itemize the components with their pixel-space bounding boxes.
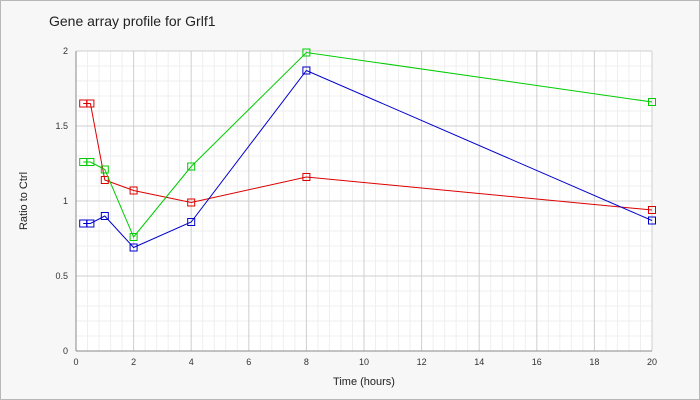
data-point-marker — [648, 206, 656, 214]
x-tick-label: 6 — [246, 357, 251, 367]
data-point-marker — [86, 158, 95, 166]
y-tick-label: 1 — [63, 196, 68, 206]
x-tick-label: 20 — [647, 357, 657, 367]
x-tick-label: 8 — [304, 357, 309, 367]
x-axis-label: Time (hours) — [333, 376, 395, 388]
series-line-1 — [83, 103, 653, 211]
x-tick-label: 14 — [474, 357, 484, 367]
x-tick-label: 0 — [73, 357, 78, 367]
data-point-marker — [100, 212, 109, 220]
data-point-marker — [187, 162, 196, 171]
y-tick-label: 1.5 — [55, 121, 68, 131]
x-tick-label: 10 — [359, 357, 369, 367]
y-tick-label: 0.5 — [55, 271, 68, 281]
data-point-marker — [302, 48, 311, 57]
data-point-marker — [648, 216, 656, 225]
y-tick-labels: 0 0.5 1 1.5 2 — [55, 46, 68, 356]
x-tick-label: 12 — [417, 357, 427, 367]
y-axis-label: Ratio to Ctrl — [18, 172, 30, 230]
data-point-marker — [302, 173, 311, 181]
data-point-marker — [129, 243, 138, 252]
data-point-marker — [187, 198, 196, 207]
x-tick-label: 2 — [131, 357, 136, 367]
data-point-marker — [129, 233, 138, 241]
data-point-marker — [100, 176, 109, 184]
data-point-marker — [187, 218, 196, 226]
data-point-marker — [129, 186, 138, 195]
x-tick-label: 18 — [589, 357, 599, 367]
series-line-2 — [83, 51, 653, 238]
chart-title: Gene array profile for Grlf1 — [49, 13, 216, 29]
data-point-marker — [648, 98, 656, 106]
x-tick-label: 4 — [189, 357, 194, 367]
x-tick-labels: 0 2 4 6 8 10 12 14 16 18 20 — [73, 357, 657, 367]
y-tick-label: 2 — [63, 46, 68, 56]
data-point-marker — [100, 165, 109, 174]
series-layer — [79, 48, 656, 252]
x-tick-label: 16 — [532, 357, 542, 367]
y-tick-label: 0 — [63, 346, 68, 356]
data-point-marker — [302, 66, 311, 75]
data-point-marker — [86, 219, 95, 228]
data-point-marker — [86, 99, 95, 108]
series-line-3 — [83, 69, 653, 249]
